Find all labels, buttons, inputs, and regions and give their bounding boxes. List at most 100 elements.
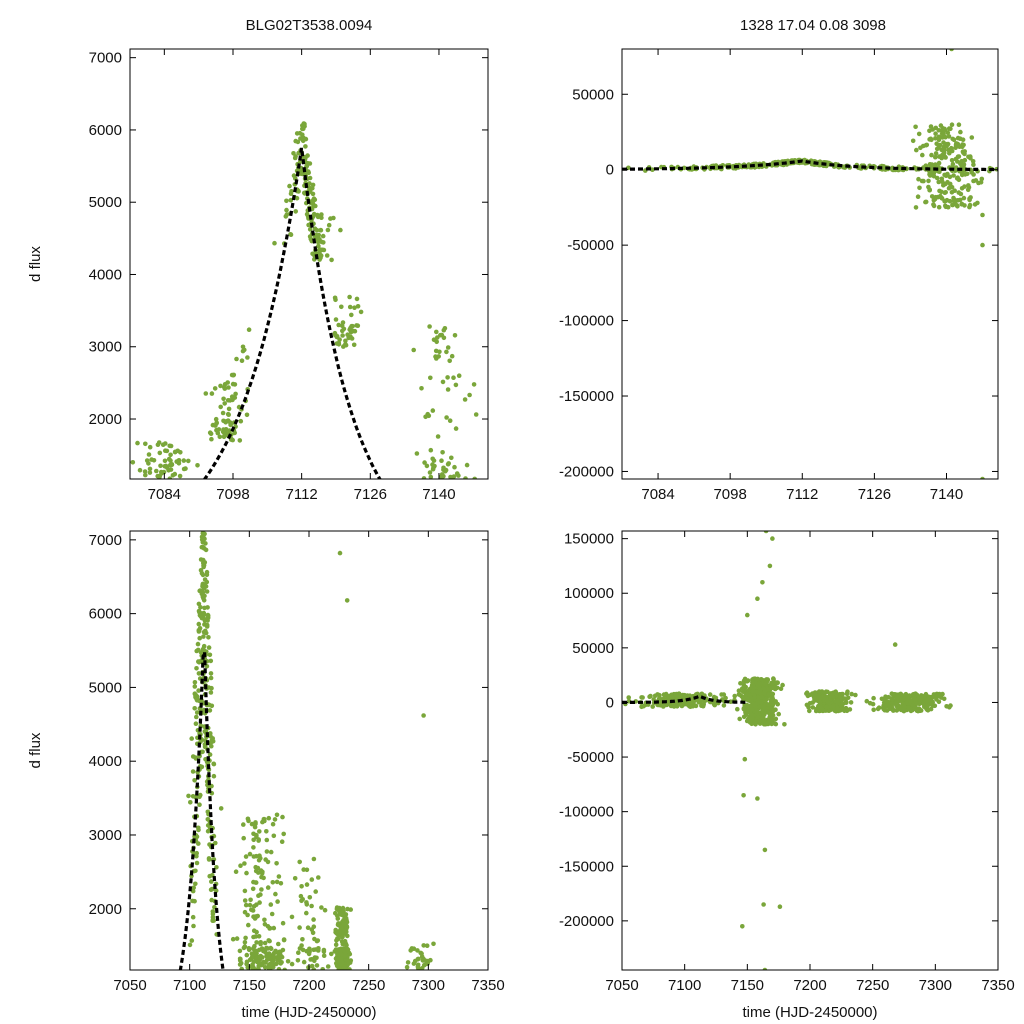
data-point bbox=[737, 716, 742, 722]
data-point bbox=[941, 183, 946, 188]
data-point bbox=[462, 397, 468, 402]
y-axis-label: d flux bbox=[27, 246, 44, 282]
data-point bbox=[962, 157, 968, 163]
data-point bbox=[187, 942, 193, 948]
data-point bbox=[340, 328, 345, 334]
y-tick-label: -100000 bbox=[559, 804, 614, 821]
data-point bbox=[147, 444, 153, 450]
data-point bbox=[190, 914, 196, 920]
data-point bbox=[831, 704, 836, 709]
data-point bbox=[238, 863, 243, 868]
series-noisy-core bbox=[735, 676, 787, 727]
data-point bbox=[249, 821, 255, 827]
data-point bbox=[923, 699, 929, 704]
series-mid-season bbox=[289, 856, 331, 970]
data-point bbox=[921, 178, 926, 184]
data-point bbox=[777, 904, 783, 909]
data-point bbox=[418, 950, 424, 956]
data-point bbox=[252, 824, 258, 830]
data-point bbox=[278, 881, 284, 886]
data-point bbox=[196, 825, 201, 831]
data-point bbox=[770, 701, 776, 707]
data-point bbox=[322, 907, 328, 913]
data-point bbox=[428, 375, 433, 381]
data-point bbox=[895, 695, 901, 700]
y-tick-label: 3000 bbox=[89, 827, 122, 844]
data-point bbox=[218, 404, 223, 410]
data-point bbox=[942, 154, 948, 159]
data-point bbox=[760, 580, 765, 585]
panel-top-left: 7084 7098 7112 7126 7140 2000 3000 4000 5000 6000… bbox=[27, 48, 489, 503]
data-point bbox=[242, 909, 248, 915]
data-point bbox=[316, 875, 321, 880]
data-point bbox=[970, 159, 976, 164]
series-outliers bbox=[949, 49, 985, 479]
data-point bbox=[230, 936, 236, 942]
data-point bbox=[333, 297, 338, 303]
data-point bbox=[757, 688, 763, 693]
data-point bbox=[309, 877, 315, 882]
data-point bbox=[910, 692, 916, 697]
x-tick-label: 7250 bbox=[856, 977, 889, 994]
y-tick-label: 3000 bbox=[89, 339, 122, 356]
y-tick-label: -200000 bbox=[559, 463, 614, 480]
data-point bbox=[241, 822, 246, 827]
data-point bbox=[441, 327, 447, 333]
y-tick-label: 7000 bbox=[89, 532, 122, 549]
data-point bbox=[301, 126, 306, 132]
data-point bbox=[210, 739, 216, 744]
data-point bbox=[826, 708, 832, 713]
data-point bbox=[908, 708, 914, 714]
data-point bbox=[829, 693, 835, 698]
model-curve bbox=[622, 694, 748, 704]
data-point bbox=[190, 888, 196, 894]
series-baseline-3 bbox=[864, 691, 953, 714]
data-point bbox=[782, 722, 787, 727]
data-point bbox=[314, 228, 320, 233]
data-point bbox=[274, 961, 279, 967]
data-point bbox=[415, 965, 421, 970]
data-point bbox=[172, 449, 178, 455]
data-point bbox=[463, 476, 468, 479]
data-point bbox=[757, 718, 762, 724]
data-point bbox=[266, 963, 272, 969]
data-point bbox=[271, 925, 277, 931]
data-point bbox=[218, 383, 223, 389]
data-point bbox=[914, 147, 919, 153]
data-point bbox=[933, 151, 939, 156]
data-point bbox=[217, 434, 223, 440]
data-point bbox=[315, 212, 320, 218]
data-point bbox=[340, 905, 346, 911]
data-point bbox=[273, 948, 278, 954]
data-point bbox=[189, 938, 195, 943]
data-point bbox=[197, 802, 202, 807]
x-tick-label: 7126 bbox=[858, 486, 891, 503]
data-point bbox=[251, 928, 257, 933]
data-point bbox=[807, 708, 812, 714]
data-point bbox=[437, 349, 442, 355]
data-point bbox=[916, 131, 922, 137]
data-point bbox=[939, 695, 944, 700]
x-tick-label: 7350 bbox=[471, 977, 504, 994]
data-point bbox=[196, 601, 202, 607]
data-point bbox=[341, 947, 346, 952]
series-baseline-early bbox=[130, 440, 200, 479]
data-point bbox=[218, 806, 224, 811]
data-point bbox=[234, 356, 239, 362]
data-point bbox=[237, 948, 243, 954]
data-point bbox=[947, 198, 953, 204]
data-point bbox=[262, 940, 268, 946]
data-point bbox=[821, 695, 827, 701]
data-point bbox=[146, 452, 152, 457]
data-point bbox=[329, 257, 334, 263]
data-point bbox=[755, 715, 760, 720]
data-point bbox=[445, 375, 450, 380]
data-point bbox=[192, 684, 198, 689]
y-tick-label: 7000 bbox=[89, 50, 122, 67]
data-point bbox=[833, 162, 838, 167]
data-point bbox=[686, 700, 692, 705]
data-point bbox=[258, 855, 263, 861]
data-point bbox=[262, 818, 267, 824]
data-point bbox=[210, 911, 216, 917]
panel-bottom-left: 7050 7100 7150 7200 7250 7300 7350 2000 3000 4000… bbox=[27, 530, 505, 1021]
